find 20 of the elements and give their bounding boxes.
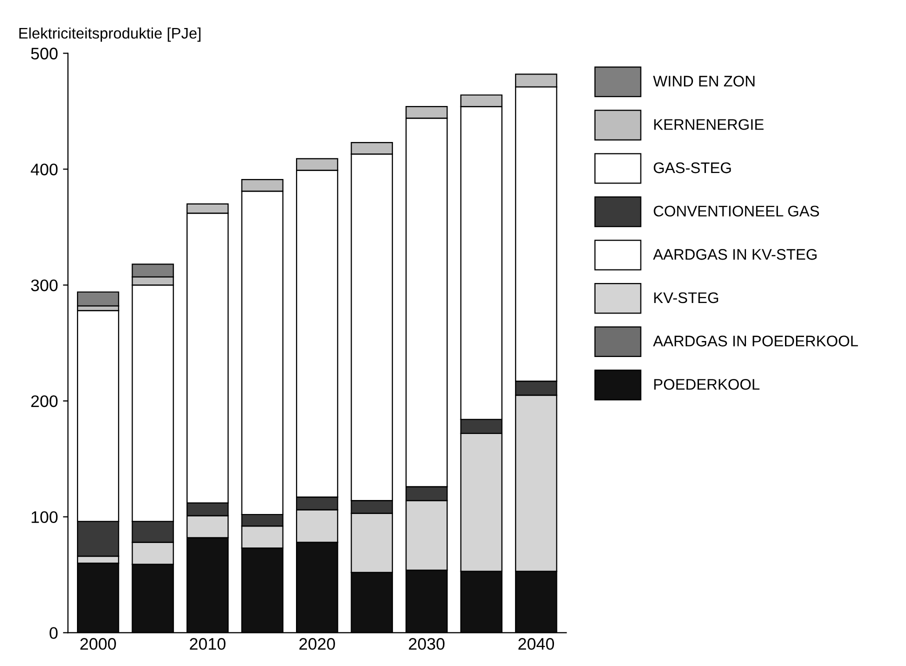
y-tick-label: 300 [31, 279, 58, 292]
x-tick-label: 2000 [80, 638, 116, 650]
legend-label: GAS-STEG [654, 162, 731, 174]
y-tick-label: 100 [32, 511, 58, 524]
legend-label: AARDGAS IN POEDERKOOL [653, 336, 858, 346]
y-axis-title: Elektriciteitsproduktie [PJe] [19, 27, 200, 42]
legend-label: CONVENTIONEEL GAS [654, 206, 819, 217]
x-tick-label: 2010 [190, 638, 226, 650]
x-tick-label: 2020 [299, 638, 335, 650]
legend-label: KV-STEG [654, 292, 718, 304]
x-tick-label: 2030 [408, 638, 445, 650]
y-tick-label: 200 [31, 395, 58, 408]
legend-label: POEDERKOOL [654, 378, 760, 390]
legend-label: KERNENERGIE [654, 119, 764, 130]
legend-label: AARDGAS IN KV-STEG [653, 249, 817, 260]
y-tick-label: 500 [31, 48, 58, 60]
x-tick-label: 2040 [518, 638, 554, 650]
legend-label: WIND EN ZON [653, 76, 754, 87]
y-tick-label: 400 [30, 164, 58, 176]
y-tick-label: 0 [50, 627, 58, 639]
